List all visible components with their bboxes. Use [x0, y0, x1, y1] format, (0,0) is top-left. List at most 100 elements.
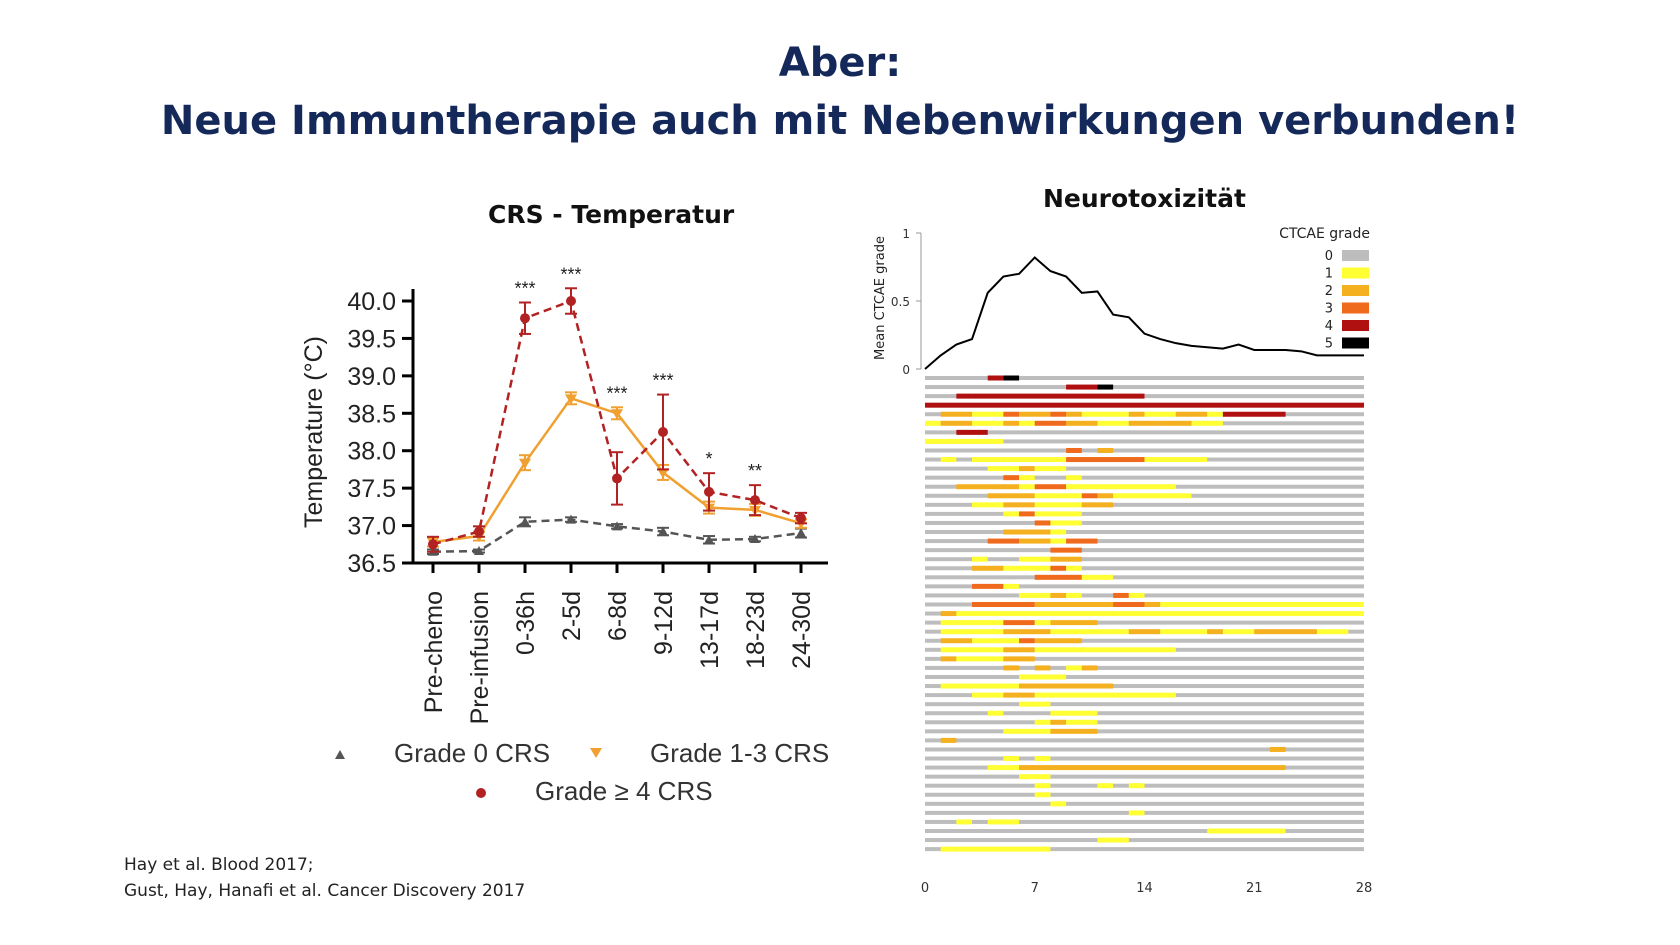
toxicity-segment — [1081, 502, 1114, 508]
toxicity-segment — [987, 466, 1020, 472]
toxicity-segment — [1003, 411, 1020, 417]
toxicity-segment — [1175, 411, 1208, 417]
toxicity-segment — [1034, 638, 1082, 644]
toxicity-segment — [1019, 765, 1286, 771]
toxicity-segment — [1097, 783, 1114, 789]
toxicity-segment — [940, 846, 957, 852]
patient-row — [925, 448, 1364, 453]
toxicity-segment — [1034, 420, 1067, 426]
data-point — [750, 495, 760, 506]
toxicity-segment — [1128, 629, 1161, 635]
x-tick-label: 24-30d — [788, 591, 816, 669]
toxicity-segment — [956, 611, 973, 617]
reference-line2: Gust, Hay, Hanafi et al. Cancer Discover… — [124, 881, 526, 901]
x-tick-label: 6-8d — [604, 591, 632, 641]
toxicity-segment — [1003, 457, 1067, 463]
toxicity-segment — [1207, 828, 1286, 834]
x-tick-label: Pre-infusion — [466, 591, 494, 724]
toxicity-segment — [1050, 520, 1082, 526]
toxicity-segment — [1081, 665, 1098, 671]
patient-row — [925, 575, 1364, 580]
toxicity-segment — [972, 411, 1004, 417]
toxicity-segment — [1050, 547, 1082, 553]
legend-grade0-label: Grade 0 CRS — [394, 738, 551, 768]
toxicity-segment — [1066, 484, 1176, 490]
data-point — [704, 534, 714, 544]
ctcae-legend-swatch — [1342, 267, 1369, 279]
toxicity-segment — [1081, 493, 1098, 499]
toxicity-segment — [1034, 783, 1051, 789]
toxicity-segment — [1066, 384, 1098, 390]
toxicity-segment — [956, 656, 1004, 662]
toxicity-segment — [1050, 710, 1098, 716]
data-point — [611, 409, 623, 420]
patient-row — [925, 829, 1364, 833]
toxicity-segment — [1003, 728, 1051, 734]
toxicity-segment — [1003, 629, 1051, 635]
toxicity-segment — [1097, 420, 1129, 426]
toxicity-segment — [1066, 538, 1098, 544]
ctcae-legend-swatch — [1342, 337, 1369, 349]
toxicity-segment — [972, 556, 988, 562]
y-tick-label: 39.5 — [347, 325, 396, 353]
toxicity-segment — [1003, 375, 1020, 381]
x-tick-label: 13-17d — [696, 591, 724, 669]
patient-row — [925, 385, 1364, 390]
neuro-y-tick-label: 0.5 — [891, 295, 910, 309]
x-tick-label: 2-5d — [558, 591, 586, 641]
data-point — [657, 468, 669, 479]
toxicity-segment — [1113, 493, 1192, 499]
ctcae-legend-swatch — [1342, 250, 1369, 261]
patient-row — [925, 548, 1364, 553]
toxicity-segment — [1019, 411, 1051, 417]
mean-grade-line — [924, 256, 1364, 370]
data-point — [428, 539, 438, 550]
toxicity-segment — [987, 493, 1035, 499]
toxicity-segment — [1003, 420, 1020, 426]
legend-marker-grade4 — [476, 788, 486, 798]
toxicity-segment — [1113, 611, 1145, 617]
patient-row — [925, 838, 1364, 843]
toxicity-segment — [972, 583, 1004, 589]
toxicity-segment — [1019, 556, 1051, 562]
toxicity-segment — [1019, 701, 1051, 707]
patient-row — [925, 684, 1364, 689]
toxicity-segment — [1003, 656, 1035, 662]
toxicity-segment — [1097, 447, 1114, 453]
toxicity-segment — [1019, 683, 1051, 689]
toxicity-segment — [1003, 583, 1020, 589]
patient-row — [925, 566, 1364, 571]
toxicity-segment — [987, 375, 1004, 381]
toxicity-segment — [1097, 384, 1114, 390]
toxicity-segment — [1128, 783, 1145, 789]
toxicity-segment — [1003, 475, 1020, 481]
data-point — [658, 427, 668, 437]
toxicity-segment — [1050, 719, 1067, 725]
toxicity-segment — [1081, 574, 1114, 580]
toxicity-segment — [956, 429, 988, 435]
data-point — [796, 528, 806, 538]
toxicity-segment — [1097, 683, 1114, 689]
toxicity-segment — [1034, 620, 1051, 626]
patient-row — [925, 711, 1364, 716]
toxicity-segment — [1081, 647, 1176, 653]
toxicity-segment — [940, 420, 973, 426]
toxicity-segment — [1066, 592, 1082, 598]
toxicity-segment — [1160, 629, 1208, 635]
ctcae-legend-title: CTCAE grade — [1279, 226, 1370, 242]
patient-row — [925, 539, 1364, 544]
toxicity-segment — [1034, 602, 1114, 607]
significance-mark: *** — [514, 278, 535, 298]
toxicity-segment — [987, 710, 1004, 716]
toxicity-segment — [1050, 529, 1067, 535]
patient-row — [925, 530, 1364, 535]
y-axis-label: Temperature (°C) — [300, 336, 328, 528]
toxicity-segment — [1097, 493, 1114, 499]
toxicity-segment — [1144, 611, 1364, 617]
ctcae-legend-label: 1 — [1325, 267, 1333, 282]
toxicity-segment — [1066, 411, 1082, 417]
toxicity-segment — [1019, 538, 1051, 544]
toxicity-segment — [1034, 792, 1051, 798]
toxicity-segment — [940, 656, 957, 662]
